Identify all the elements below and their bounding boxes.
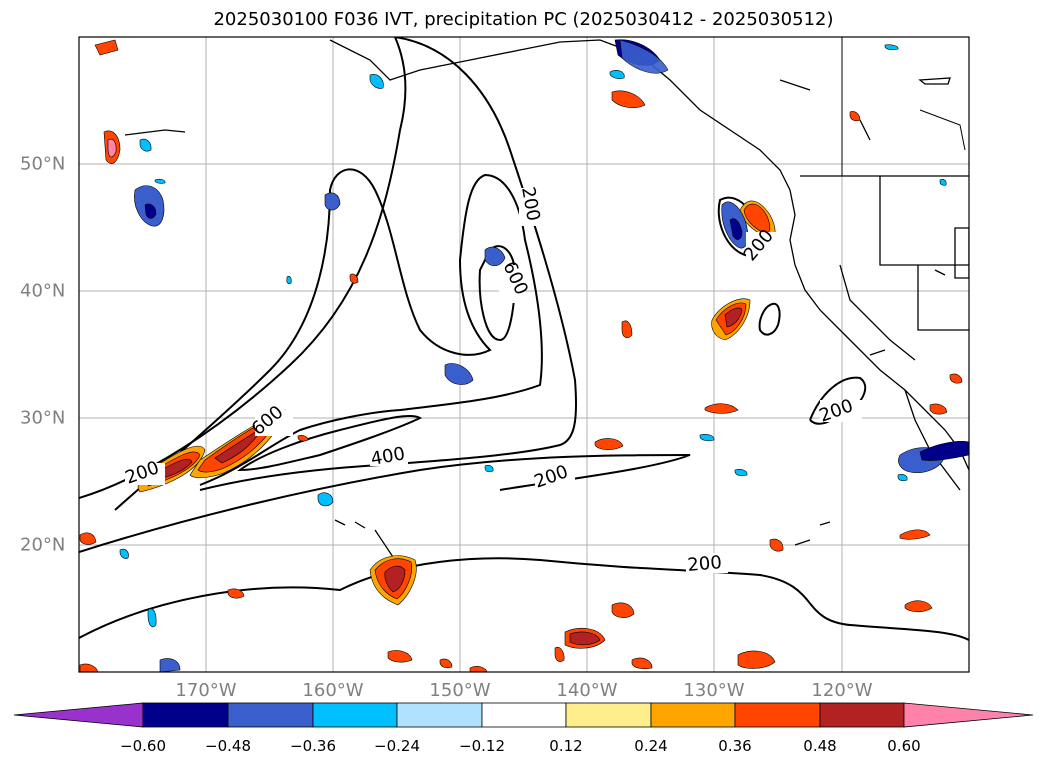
lat-label: 30°N xyxy=(20,407,66,429)
colorbar-tick-label: −0.60 xyxy=(120,737,166,755)
colorbar-tick-label: −0.12 xyxy=(459,737,505,755)
colorbar-bin xyxy=(565,702,652,728)
colorbar-tick-label: 0.24 xyxy=(634,737,668,755)
lon-label: 170°W xyxy=(175,680,237,701)
colorbar-tick-label: −0.36 xyxy=(290,737,336,755)
colorbar-extend-left xyxy=(13,702,144,728)
colorbar-tick-label: 0.36 xyxy=(718,737,752,755)
lon-label: 160°W xyxy=(302,680,364,701)
colorbar-tick-label: −0.48 xyxy=(205,737,251,755)
colorbar-tick-label: −0.24 xyxy=(374,737,420,755)
lat-label: 20°N xyxy=(20,534,66,556)
map-frame xyxy=(78,36,970,673)
colorbar-bin xyxy=(481,702,567,728)
map-title: 2025030100 F036 IVT, precipitation PC (2… xyxy=(213,9,834,30)
colorbar-bin xyxy=(142,702,229,728)
coastlines xyxy=(124,37,969,566)
colorbar-extend-right xyxy=(903,702,1034,728)
colorbar-tick-label: 0.60 xyxy=(887,737,921,755)
lon-label: 130°W xyxy=(683,680,745,701)
lat-label: 50°N xyxy=(20,153,66,175)
contour-label-boxes xyxy=(125,188,862,573)
colorbar-bin xyxy=(396,702,483,728)
map-area: 200 600 200 600 200 400 200 200 200 xyxy=(79,37,969,672)
colorbar-bin xyxy=(227,702,314,728)
colorbar-bin xyxy=(650,702,736,728)
contour-label: 200 xyxy=(687,552,723,576)
contour-labels: 200 600 200 600 200 400 200 200 200 xyxy=(123,185,856,576)
colorbar-bin xyxy=(734,702,821,728)
colorbar-tick-label: 0.12 xyxy=(549,737,583,755)
lon-label: 120°W xyxy=(811,680,873,701)
precip-negative xyxy=(119,39,969,672)
colorbar xyxy=(13,702,1034,728)
colorbar-tick-label: 0.48 xyxy=(803,737,837,755)
precip-positive xyxy=(79,39,963,672)
lat-label: 40°N xyxy=(20,280,66,302)
colorbar-bin xyxy=(819,702,905,728)
colorbar-bin xyxy=(312,702,398,728)
lon-label: 140°W xyxy=(556,680,618,701)
lon-label: 150°W xyxy=(429,680,491,701)
